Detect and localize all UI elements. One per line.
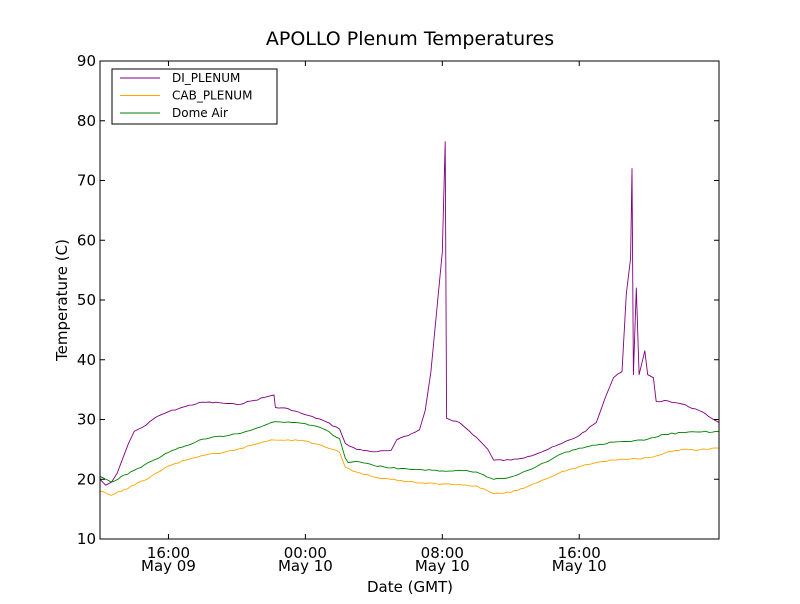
series-line-cab-plenum: [99, 439, 720, 496]
legend-box: [111, 68, 278, 125]
y-tick-label: 60: [77, 231, 96, 249]
series-line-dome-air: [99, 421, 719, 483]
y-tick-label: 90: [77, 52, 96, 70]
legend-label-di-plenum: DI_PLENUM: [172, 71, 240, 85]
x-tick-date-label: May 09: [141, 557, 196, 575]
legend: DI_PLENUM CAB_PLENUM Dome Air: [111, 68, 278, 125]
x-tick-date-label: May 10: [552, 557, 607, 575]
x-tick-time-label: 16:00: [147, 544, 190, 562]
legend-label-cab-plenum: CAB_PLENUM: [172, 89, 252, 103]
y-tick-label: 30: [77, 411, 96, 429]
y-tick-label: 40: [77, 351, 96, 369]
legend-label-dome-air: Dome Air: [172, 106, 228, 120]
x-tick-date-label: May 10: [415, 557, 470, 575]
x-tick-time-label: 16:00: [558, 544, 601, 562]
y-axis-label: Temperature (C): [53, 239, 71, 362]
y-tick-label: 80: [77, 112, 96, 130]
chart-title: APOLLO Plenum Temperatures: [266, 28, 554, 50]
x-axis-label: Date (GMT): [367, 578, 453, 596]
x-tick-time-label: 08:00: [421, 544, 464, 562]
y-tick-label: 70: [77, 172, 96, 190]
y-tick-label: 10: [77, 530, 96, 548]
x-tick-time-label: 00:00: [284, 544, 327, 562]
x-tick-date-label: May 10: [278, 557, 333, 575]
y-tick-label: 20: [77, 470, 96, 488]
series-layer: [99, 141, 720, 496]
y-tick-label: 50: [77, 291, 96, 309]
y-axis: 10 20 30 40 50 60 70 80 90: [77, 52, 719, 548]
series-line-di-plenum: [99, 141, 720, 486]
